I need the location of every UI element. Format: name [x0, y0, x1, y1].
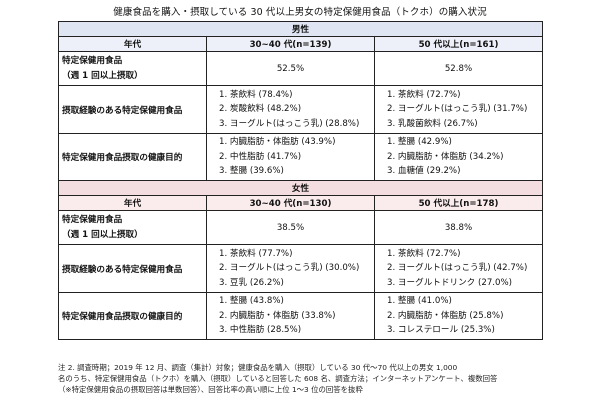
- footnote-line: 名のうち、特定保健用食品（トクホ）を購入（摂取）していると回答した 608 名、…: [58, 374, 498, 383]
- header-row-female: 年代 30~40 代(n=130) 50 代以上(n=178): [58, 195, 544, 211]
- tokuho-table: 男性 年代 30~40 代(n=139) 50 代以上(n=161) 特定保健用…: [57, 21, 544, 340]
- list-item: 3. 整腸 (39.6%): [219, 166, 284, 177]
- list-item: 2. ヨーグルト(はっこう乳) (42.7%): [387, 263, 528, 274]
- list-item: 1. 茶飲料 (72.7%): [387, 248, 461, 259]
- list-item: 3. 中性脂肪 (28.5%): [219, 325, 302, 336]
- row-label: 摂取経験のある特定保健用食品: [58, 85, 207, 134]
- list-item: 1. 茶飲料 (78.4%): [219, 89, 293, 100]
- ranked-list: 1. 整腸 (43.8%) 2. 内臓脂肪・体脂肪 (33.8%) 3. 中性脂…: [206, 292, 375, 340]
- list-item: 3. コレステロール (25.3%): [387, 325, 495, 336]
- row-label: 特定保健用食品摂取の健康目的: [58, 292, 207, 340]
- cell-value: 52.8%: [373, 51, 544, 86]
- ranked-list: 1. 茶飲料 (77.7%) 2. ヨーグルト(はっこう乳) (30.0%) 3…: [206, 244, 375, 293]
- section-male: 男性: [57, 21, 544, 37]
- section-label-female: 女性: [57, 180, 544, 196]
- header-row-male: 年代 30~40 代(n=139) 50 代以上(n=161): [58, 36, 544, 52]
- row-label: 特定保健用食品 （週 1 回以上摂取）: [58, 51, 207, 86]
- list-item: 3. ヨーグルトドリンク (27.0%): [387, 277, 513, 288]
- table-row: 特定保健用食品 （週 1 回以上摂取） 38.5% 38.8%: [58, 210, 544, 245]
- section-label-male: 男性: [57, 21, 544, 37]
- header-50-plus: 50 代以上(n=178): [373, 195, 544, 211]
- cell-value: 38.5%: [206, 210, 375, 245]
- table-row: 特定保健用食品摂取の健康目的 1. 内臓脂肪・体脂肪 (43.9%) 2. 中性…: [58, 133, 544, 181]
- list-item: 3. 血糖値 (29.2%): [387, 166, 461, 177]
- header-30-40: 30~40 代(n=130): [206, 195, 375, 211]
- list-item: 2. 内臓脂肪・体脂肪 (33.8%): [219, 310, 336, 321]
- header-30-40: 30~40 代(n=139): [206, 36, 375, 52]
- table-row: 摂取経験のある特定保健用食品 1. 茶飲料 (77.7%) 2. ヨーグルト(は…: [58, 244, 544, 293]
- footnote-line: （※特定保健用食品の摂取回答は単数回答）、回答比率の高い順に上位 1～3 位の回…: [58, 385, 363, 394]
- list-item: 1. 整腸 (43.8%): [219, 296, 284, 307]
- list-item: 2. 内臓脂肪・体脂肪 (25.8%): [387, 310, 504, 321]
- list-item: 1. 整腸 (41.0%): [387, 296, 452, 307]
- list-item: 1. 茶飲料 (77.7%): [219, 248, 293, 259]
- list-item: 2. ヨーグルト(はっこう乳) (30.0%): [219, 263, 360, 274]
- table-row: 特定保健用食品 （週 1 回以上摂取） 52.5% 52.8%: [58, 51, 544, 86]
- list-item: 1. 内臓脂肪・体脂肪 (43.9%): [219, 137, 336, 148]
- table-row: 摂取経験のある特定保健用食品 1. 茶飲料 (78.4%) 2. 炭酸飲料 (4…: [58, 85, 544, 134]
- header-age: 年代: [58, 195, 207, 211]
- ranked-list: 1. 茶飲料 (72.7%) 2. ヨーグルト(はっこう乳) (31.7%) 3…: [373, 85, 544, 134]
- page-title: 健康食品を購入・摂取している 30 代以上男女の特定保健用食品（トクホ）の購入状…: [113, 7, 487, 18]
- header-age: 年代: [58, 36, 207, 52]
- section-female: 女性: [57, 180, 544, 196]
- ranked-list: 1. 内臓脂肪・体脂肪 (43.9%) 2. 中性脂肪 (41.7%) 3. 整…: [206, 133, 375, 181]
- footnote-line: 注 2. 調査時期；2019 年 12 月、調査（集計）対象；健康食品を購入（摂…: [58, 363, 458, 372]
- ranked-list: 1. 整腸 (42.9%) 2. 内臓脂肪・体脂肪 (34.2%) 3. 血糖値…: [373, 133, 544, 181]
- list-item: 2. 内臓脂肪・体脂肪 (34.2%): [387, 151, 504, 162]
- row-label: 特定保健用食品摂取の健康目的: [58, 133, 207, 181]
- cell-value: 38.8%: [373, 210, 544, 245]
- list-item: 2. 中性脂肪 (41.7%): [219, 151, 302, 162]
- ranked-list: 1. 茶飲料 (78.4%) 2. 炭酸飲料 (48.2%) 3. ヨーグルト(…: [206, 85, 375, 134]
- footnote: 注 2. 調査時期；2019 年 12 月、調査（集計）対象；健康食品を購入（摂…: [58, 362, 558, 395]
- row-label: 摂取経験のある特定保健用食品: [58, 244, 207, 293]
- list-item: 3. 豆乳 (26.2%): [219, 277, 284, 288]
- table-row: 特定保健用食品摂取の健康目的 1. 整腸 (43.8%) 2. 内臓脂肪・体脂肪…: [58, 292, 544, 340]
- list-item: 3. 乳酸菌飲料 (26.7%): [387, 118, 478, 129]
- list-item: 2. ヨーグルト(はっこう乳) (31.7%): [387, 104, 528, 115]
- cell-value: 52.5%: [206, 51, 375, 86]
- ranked-list: 1. 整腸 (41.0%) 2. 内臓脂肪・体脂肪 (25.8%) 3. コレス…: [373, 292, 544, 340]
- row-label: 特定保健用食品 （週 1 回以上摂取）: [58, 210, 207, 245]
- ranked-list: 1. 茶飲料 (72.7%) 2. ヨーグルト(はっこう乳) (42.7%) 3…: [373, 244, 544, 293]
- list-item: 2. 炭酸飲料 (48.2%): [219, 104, 302, 115]
- list-item: 1. 茶飲料 (72.7%): [387, 89, 461, 100]
- header-50-plus: 50 代以上(n=161): [373, 36, 544, 52]
- list-item: 3. ヨーグルト(はっこう乳) (28.8%): [219, 118, 360, 129]
- list-item: 1. 整腸 (42.9%): [387, 137, 452, 148]
